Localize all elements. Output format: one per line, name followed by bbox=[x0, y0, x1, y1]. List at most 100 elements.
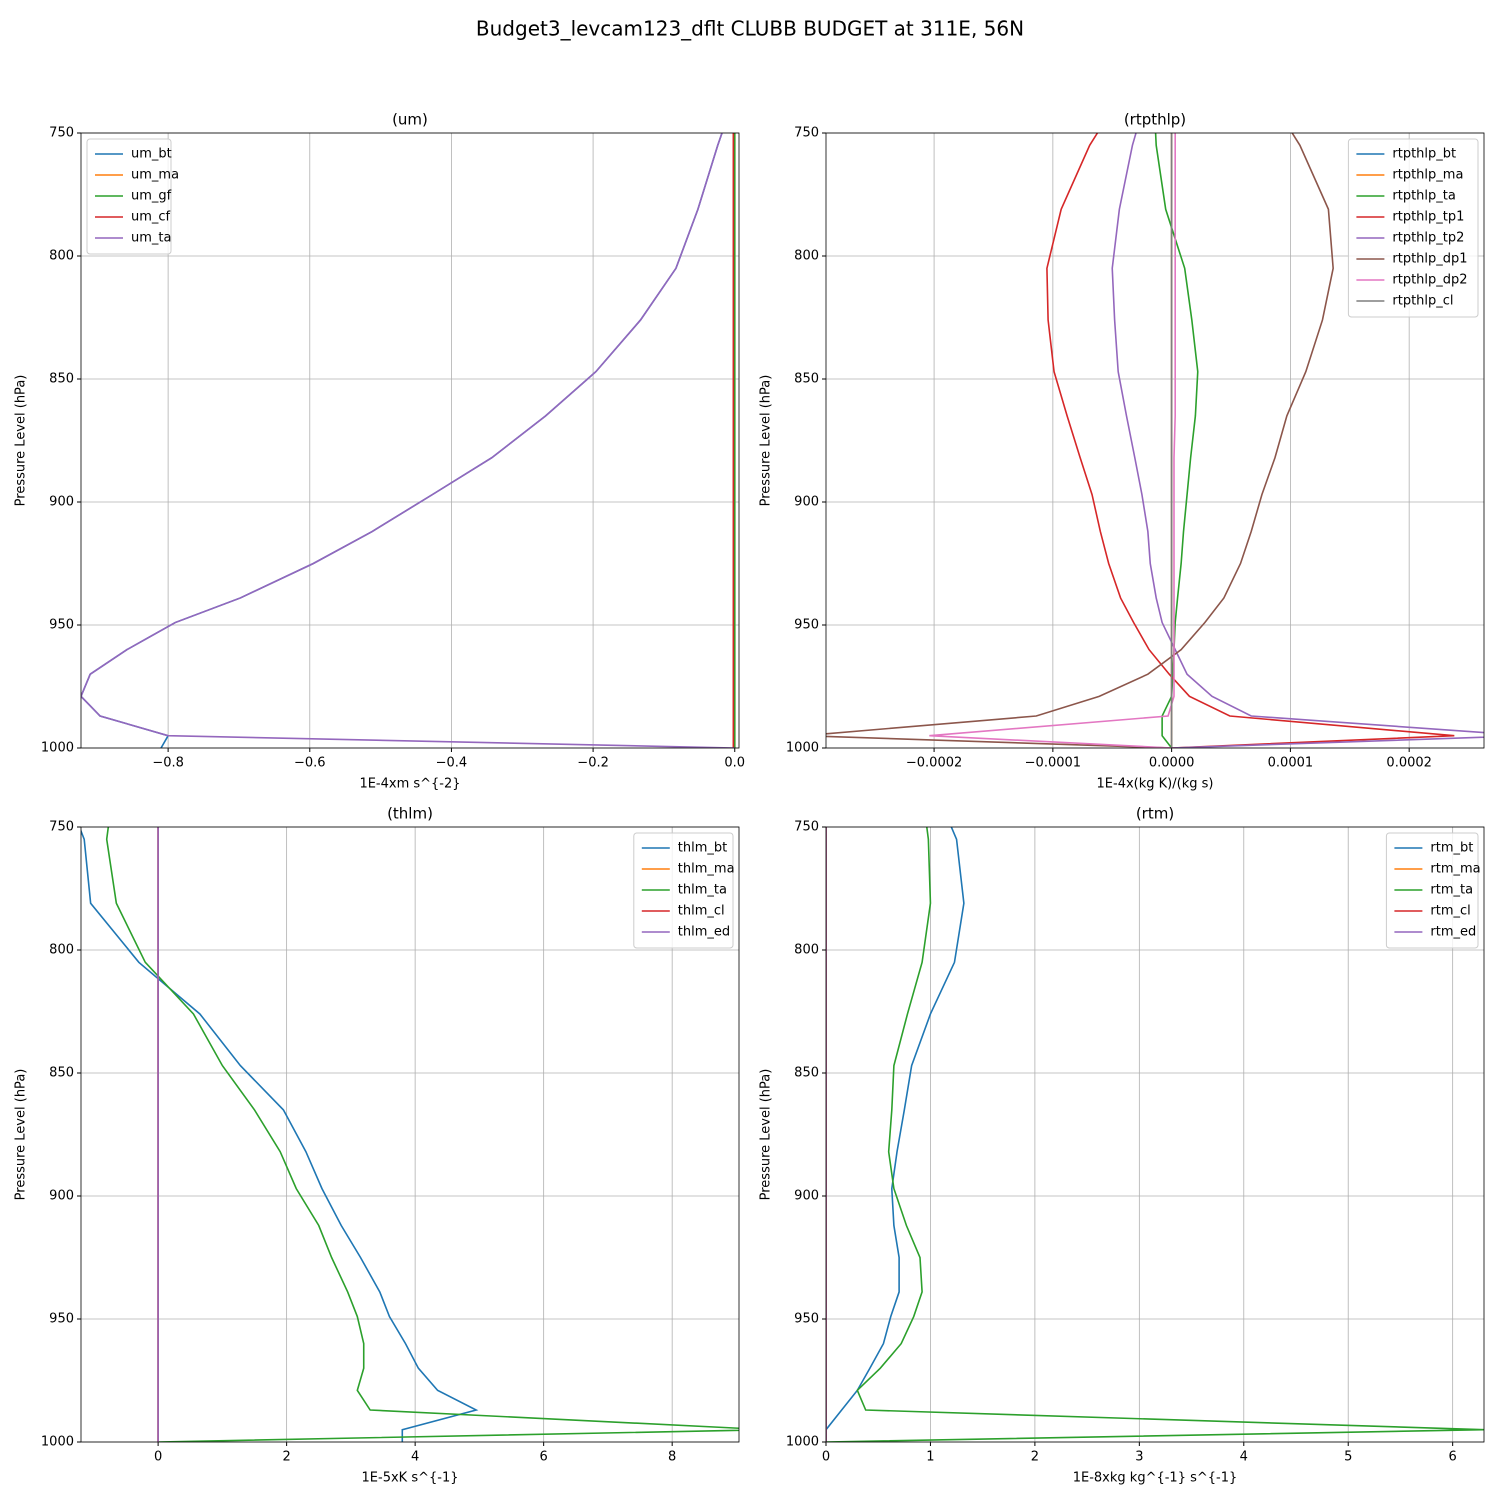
y-tick-label: 950 bbox=[49, 618, 74, 633]
x-axis-label: 1E-4x(kg K)/(kg s) bbox=[1097, 777, 1214, 792]
plot-area bbox=[81, 827, 739, 1442]
subplot-title: (rtm) bbox=[1136, 805, 1174, 823]
x-tick-label: 2 bbox=[1031, 1450, 1039, 1465]
x-tick-label: −0.0002 bbox=[906, 756, 962, 771]
y-tick-label: 900 bbox=[49, 1189, 74, 1204]
legend-label: rtpthlp_bt bbox=[1392, 147, 1456, 162]
legend-label: rtpthlp_tp1 bbox=[1392, 210, 1464, 225]
x-axis-label: 1E-5xK s^{-1} bbox=[362, 1471, 459, 1486]
series-line bbox=[81, 828, 479, 1442]
plot-area bbox=[81, 133, 736, 748]
y-tick-label: 950 bbox=[794, 1312, 819, 1327]
legend-box bbox=[1347, 138, 1479, 318]
legend-label: rtm_bt bbox=[1430, 841, 1473, 856]
legend-label: um_ma bbox=[131, 168, 179, 183]
legend-label: rtm_ta bbox=[1430, 883, 1473, 898]
axes-frame bbox=[80, 132, 740, 749]
x-tick-label: 0.0 bbox=[724, 756, 745, 771]
legend-label: rtm_ed bbox=[1430, 925, 1476, 940]
legend-label: rtm_cl bbox=[1430, 904, 1470, 919]
legend-label: rtpthlp_cl bbox=[1392, 294, 1453, 309]
y-axis-label: Pressure Level (hPa) bbox=[14, 1069, 29, 1201]
figure-title: Budget3_levcam123_dflt CLUBB BUDGET at 3… bbox=[476, 17, 1024, 41]
x-tick-label: 0.0002 bbox=[1386, 756, 1432, 771]
x-tick-label: −0.8 bbox=[152, 756, 184, 771]
legend-box bbox=[633, 832, 734, 949]
y-tick-label: 750 bbox=[49, 126, 74, 141]
y-tick-label: 850 bbox=[49, 1066, 74, 1081]
axes-frame bbox=[80, 826, 740, 1443]
y-tick-label: 900 bbox=[794, 1189, 819, 1204]
y-tick-label: 850 bbox=[49, 372, 74, 387]
legend-label: um_cf bbox=[131, 210, 171, 225]
legend-label: thlm_bt bbox=[678, 841, 727, 856]
series-line bbox=[81, 133, 735, 748]
x-tick-label: 0 bbox=[154, 1450, 162, 1465]
y-tick-label: 900 bbox=[794, 495, 819, 510]
y-tick-label: 1000 bbox=[41, 741, 74, 756]
x-tick-label: 4 bbox=[1240, 1450, 1248, 1465]
x-tick-label: 0 bbox=[822, 1450, 830, 1465]
x-tick-label: 6 bbox=[1449, 1450, 1457, 1465]
subplot-title: (um) bbox=[392, 111, 428, 129]
x-tick-label: 5 bbox=[1344, 1450, 1352, 1465]
x-tick-label: 6 bbox=[540, 1450, 548, 1465]
x-tick-label: 8 bbox=[668, 1450, 676, 1465]
series-line bbox=[826, 827, 1484, 1442]
subplot-title: (thlm) bbox=[387, 805, 433, 823]
y-axis-label: Pressure Level (hPa) bbox=[759, 1069, 774, 1201]
legend-box bbox=[1385, 832, 1479, 949]
x-tick-label: −0.0001 bbox=[1025, 756, 1081, 771]
legend-label: thlm_ta bbox=[678, 883, 727, 898]
plot-area bbox=[826, 133, 1484, 748]
y-tick-label: 950 bbox=[794, 618, 819, 633]
series-line bbox=[1111, 133, 1484, 748]
legend-label: rtpthlp_tp2 bbox=[1392, 231, 1464, 246]
y-tick-label: 800 bbox=[49, 943, 74, 958]
axes-frame bbox=[825, 132, 1485, 749]
x-axis-label: 1E-8xkg kg^{-1} s^{-1} bbox=[1073, 1471, 1238, 1486]
x-tick-label: 0.0000 bbox=[1149, 756, 1195, 771]
series-line bbox=[826, 133, 1334, 748]
y-tick-label: 900 bbox=[49, 495, 74, 510]
y-tick-label: 750 bbox=[49, 820, 74, 835]
legend-label: um_ta bbox=[131, 231, 171, 246]
x-tick-label: −0.4 bbox=[436, 756, 468, 771]
x-tick-label: 4 bbox=[411, 1450, 419, 1465]
x-axis-label: 1E-4xm s^{-2} bbox=[359, 777, 460, 792]
x-tick-label: −0.6 bbox=[294, 756, 326, 771]
y-tick-label: 850 bbox=[794, 372, 819, 387]
legend-label: thlm_cl bbox=[678, 904, 725, 919]
subplot-title: (rtpthlp) bbox=[1124, 111, 1186, 129]
series-line bbox=[1046, 133, 1455, 748]
y-tick-label: 950 bbox=[49, 1312, 74, 1327]
y-tick-label: 1000 bbox=[786, 741, 819, 756]
y-tick-label: 1000 bbox=[786, 1435, 819, 1450]
legend-label: rtpthlp_ma bbox=[1392, 168, 1463, 183]
x-tick-label: 3 bbox=[1135, 1450, 1143, 1465]
x-tick-label: 1 bbox=[926, 1450, 934, 1465]
legend-label: rtpthlp_dp1 bbox=[1392, 252, 1467, 267]
y-axis-label: Pressure Level (hPa) bbox=[759, 375, 774, 507]
y-tick-label: 800 bbox=[49, 249, 74, 264]
series-line bbox=[105, 827, 739, 1442]
axes-frame bbox=[825, 826, 1485, 1443]
x-tick-label: 2 bbox=[282, 1450, 290, 1465]
legend-label: rtpthlp_dp2 bbox=[1392, 273, 1467, 288]
y-tick-label: 750 bbox=[794, 820, 819, 835]
legend-label: rtm_ma bbox=[1430, 862, 1480, 877]
legend-label: um_bt bbox=[131, 147, 172, 162]
y-tick-label: 1000 bbox=[41, 1435, 74, 1450]
legend-label: rtpthlp_ta bbox=[1392, 189, 1455, 204]
y-tick-label: 850 bbox=[794, 1066, 819, 1081]
legend-label: thlm_ma bbox=[678, 862, 735, 877]
legend-label: thlm_ed bbox=[678, 925, 730, 940]
legend-label: um_gf bbox=[131, 189, 172, 204]
series-line bbox=[929, 133, 1176, 748]
y-tick-label: 800 bbox=[794, 943, 819, 958]
legend-box bbox=[86, 138, 172, 255]
y-tick-label: 750 bbox=[794, 126, 819, 141]
x-tick-label: 0.0001 bbox=[1268, 756, 1314, 771]
